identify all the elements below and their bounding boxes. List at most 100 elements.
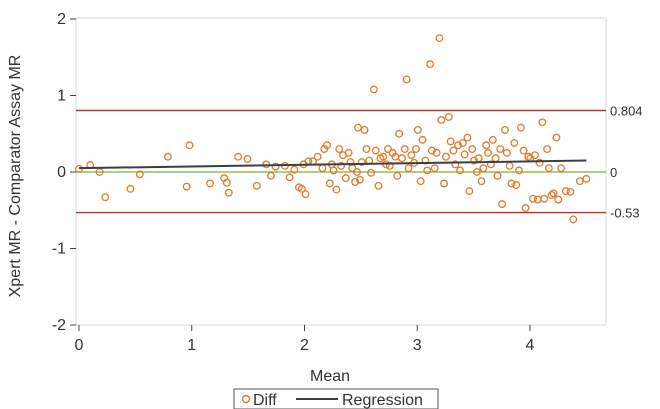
diff-point xyxy=(493,171,502,180)
diff-point xyxy=(512,181,521,189)
diff-point xyxy=(549,189,558,198)
diff-point xyxy=(505,161,514,170)
y-axis-title: Xpert MR - Comparator Assay MR xyxy=(7,55,24,298)
diff-point xyxy=(374,181,383,190)
diff-point xyxy=(379,152,388,161)
diff-point xyxy=(404,164,413,173)
diff-point xyxy=(502,148,511,157)
diff-point xyxy=(101,193,110,202)
diff-point xyxy=(301,190,310,199)
diff-point xyxy=(446,137,455,146)
diff-point xyxy=(472,168,481,176)
diff-point xyxy=(477,177,486,186)
diff-point xyxy=(400,145,409,153)
diff-point xyxy=(423,166,432,175)
diff-point xyxy=(458,138,467,147)
series-layer xyxy=(75,34,591,224)
diff-point xyxy=(351,177,360,186)
diff-point xyxy=(552,133,561,142)
diff-point xyxy=(285,173,294,182)
diff-point xyxy=(297,184,306,193)
diff-point xyxy=(500,125,509,134)
diff-point xyxy=(318,164,327,173)
diff-point xyxy=(337,161,346,170)
diff-point xyxy=(566,187,575,196)
legend: Diff Regression xyxy=(233,388,439,409)
diff-point xyxy=(491,154,500,163)
diff-point xyxy=(430,164,439,173)
diff-point xyxy=(498,200,507,209)
diff-point xyxy=(547,190,556,199)
diff-point xyxy=(510,138,519,147)
reference-lines: 0.804 0 -0.53 xyxy=(76,103,643,221)
diff-point xyxy=(454,141,463,150)
diff-point xyxy=(398,154,406,163)
diff-point xyxy=(243,155,252,163)
diff-point xyxy=(383,145,392,153)
diff-point xyxy=(515,166,523,175)
y-tick-label: 0 xyxy=(57,164,66,181)
diff-point xyxy=(335,145,344,153)
diff-point xyxy=(507,179,516,188)
diff-point xyxy=(465,187,474,196)
x-tick-label: 3 xyxy=(413,337,422,354)
axes: -2 -1 0 1 2 0 1 2 3 4 xyxy=(52,11,535,354)
reference-line-label: -0.53 xyxy=(610,206,640,221)
diff-point xyxy=(451,160,460,169)
diff-point xyxy=(412,145,420,153)
diff-point xyxy=(332,185,341,194)
diff-point xyxy=(252,181,261,190)
diff-point xyxy=(182,182,191,191)
y-tick-label: 2 xyxy=(57,11,66,28)
diff-point xyxy=(313,152,322,161)
diff-point xyxy=(163,152,172,161)
x-axis-title: Mean xyxy=(310,368,350,385)
diff-point xyxy=(435,34,444,43)
diff-point xyxy=(224,188,233,197)
diff-point xyxy=(479,164,488,173)
x-tick-label: 0 xyxy=(75,337,84,354)
diff-point xyxy=(234,152,243,161)
diff-point xyxy=(362,145,371,153)
x-tick-label: 4 xyxy=(526,337,535,354)
diff-point xyxy=(488,135,497,144)
diff-point xyxy=(427,146,436,155)
reference-line-label: 0 xyxy=(610,165,617,180)
diff-point xyxy=(540,194,549,203)
legend-diff-label: Diff xyxy=(253,392,277,409)
diff-point xyxy=(407,151,416,160)
diff-point xyxy=(126,184,135,193)
diff-point xyxy=(482,141,491,150)
diff-point xyxy=(271,162,280,171)
x-tick-label: 2 xyxy=(300,337,309,354)
diff-point xyxy=(535,158,544,167)
diff-point xyxy=(357,158,366,167)
diff-point xyxy=(437,116,446,124)
diff-point xyxy=(444,112,453,121)
diff-point xyxy=(496,145,505,153)
legend-regression-label: Regression xyxy=(342,392,423,409)
diff-point xyxy=(449,146,458,155)
diff-point xyxy=(533,195,542,204)
diff-point xyxy=(463,133,472,142)
diff-point xyxy=(206,179,215,188)
diff-point xyxy=(395,129,404,138)
diff-point xyxy=(418,135,427,144)
diff-point xyxy=(582,174,591,183)
diff-point xyxy=(355,175,364,184)
diff-point xyxy=(519,146,528,155)
diff-point xyxy=(344,148,353,157)
diff-point xyxy=(402,75,411,84)
diff-point xyxy=(468,145,477,153)
regression-line xyxy=(78,159,587,170)
diff-point xyxy=(325,179,334,188)
diff-point xyxy=(561,187,570,196)
diff-point xyxy=(484,148,493,157)
diff-point xyxy=(266,171,275,180)
diff-point xyxy=(222,178,231,187)
diff-point xyxy=(354,123,362,132)
diff-point xyxy=(543,145,552,153)
diff-point xyxy=(329,166,338,175)
diff-point xyxy=(529,194,537,203)
